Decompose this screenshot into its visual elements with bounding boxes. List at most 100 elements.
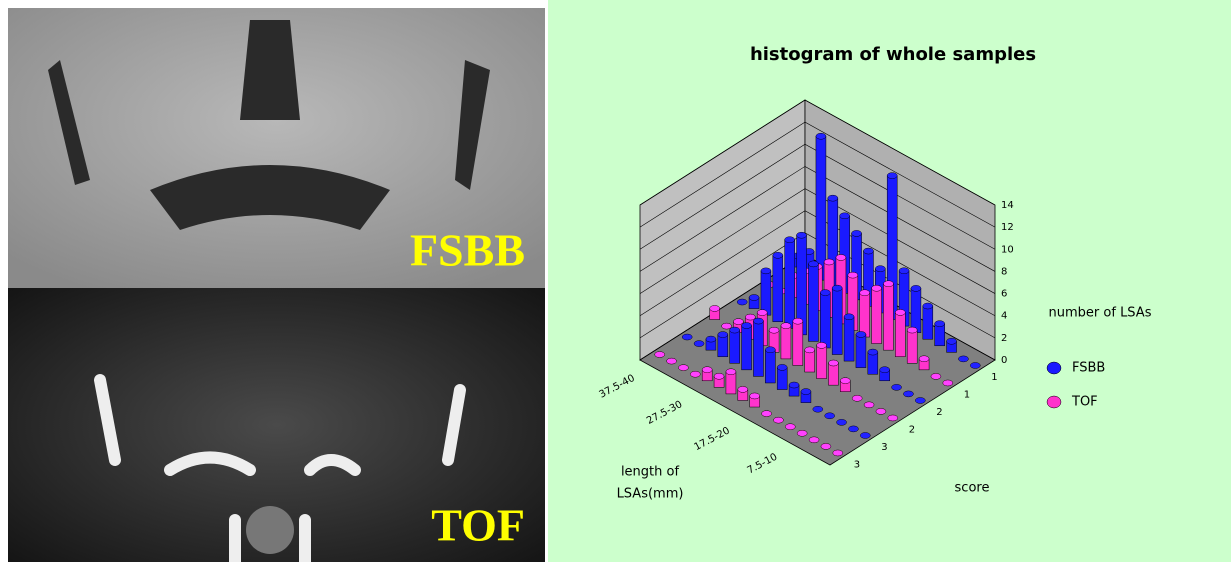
chart-title: histogram of whole samples xyxy=(750,44,1036,65)
bar xyxy=(872,285,882,343)
bar-top xyxy=(923,303,933,309)
bar xyxy=(714,373,724,387)
bar xyxy=(820,290,830,348)
bar xyxy=(880,367,890,381)
z-tick-label: 3 xyxy=(881,442,887,453)
bar-top xyxy=(860,432,870,438)
bar xyxy=(781,323,791,359)
bar xyxy=(789,382,799,396)
bar xyxy=(883,281,893,350)
bar-top xyxy=(943,380,953,386)
bar-top xyxy=(919,356,929,362)
bar xyxy=(773,417,783,423)
bar-body xyxy=(816,136,826,280)
bar-top xyxy=(947,338,957,344)
bar-body xyxy=(895,312,905,356)
bar-top xyxy=(840,213,850,219)
bar-top xyxy=(863,248,873,254)
bar xyxy=(840,378,850,392)
bar xyxy=(833,450,843,456)
z-tick-label: 1 xyxy=(964,389,970,400)
bar-top xyxy=(911,285,921,291)
bar-top xyxy=(876,408,886,414)
bar-top xyxy=(785,237,795,243)
bar-top xyxy=(730,327,740,333)
bar xyxy=(935,321,945,346)
bar-top xyxy=(864,402,874,408)
bar-top xyxy=(875,266,885,272)
bar-top xyxy=(745,314,755,320)
bar xyxy=(915,397,925,403)
bar xyxy=(943,380,953,386)
bar-body xyxy=(935,324,945,346)
tof-brainstem xyxy=(246,506,294,554)
image-label: TOF xyxy=(431,500,525,551)
bar-top xyxy=(931,373,941,379)
bar-top xyxy=(757,310,767,316)
bar-top xyxy=(915,397,925,403)
bar-top xyxy=(868,349,878,355)
bar-body xyxy=(765,350,775,383)
bar-top xyxy=(793,318,803,324)
y-tick-label: 8 xyxy=(1001,266,1007,277)
bar-body xyxy=(777,367,787,389)
bar xyxy=(702,367,712,381)
bar-top xyxy=(781,323,791,329)
bar-top xyxy=(935,321,945,327)
bar-top xyxy=(832,285,842,291)
bar-top xyxy=(737,299,747,305)
bar-top xyxy=(694,341,704,347)
bar-body xyxy=(923,306,933,339)
bar-body xyxy=(726,372,736,394)
bar-top xyxy=(970,362,980,368)
bar-top xyxy=(825,413,835,419)
bar xyxy=(958,356,968,362)
bar-top xyxy=(836,254,846,260)
bar-top xyxy=(860,290,870,296)
bar xyxy=(923,303,933,339)
bar xyxy=(947,338,957,352)
bar-body xyxy=(773,255,783,321)
bar-top xyxy=(828,195,838,201)
bar xyxy=(828,360,838,385)
bar-top xyxy=(718,332,728,338)
bar-top xyxy=(848,426,858,432)
bar xyxy=(931,373,941,379)
bar xyxy=(710,305,720,319)
bar-top xyxy=(690,371,700,377)
bar-body xyxy=(832,288,842,354)
bar-top xyxy=(678,365,688,371)
z-tick-label: 1 xyxy=(991,372,997,383)
bar-body xyxy=(785,240,795,329)
bar-top xyxy=(872,285,882,291)
bar-top xyxy=(887,173,897,179)
bar xyxy=(860,432,870,438)
bar xyxy=(852,395,862,401)
bar-top xyxy=(817,342,827,348)
bar xyxy=(722,323,732,329)
bar-body xyxy=(793,321,803,365)
bar-top xyxy=(738,386,748,392)
bar xyxy=(892,384,902,390)
bar-top xyxy=(773,417,783,423)
legend-label: FSBB xyxy=(1072,361,1105,376)
bar-top xyxy=(733,319,743,325)
bar xyxy=(801,389,811,403)
bar xyxy=(765,347,775,383)
bar-body xyxy=(730,330,740,363)
bar-top xyxy=(837,419,847,425)
image-label: FSBB xyxy=(410,225,525,276)
bar xyxy=(903,391,913,397)
legend-marker xyxy=(1047,396,1061,408)
bar-top xyxy=(702,367,712,373)
bar-top xyxy=(722,323,732,329)
bar-top xyxy=(785,424,795,430)
bar-top xyxy=(777,364,787,370)
bar xyxy=(761,268,771,315)
bar xyxy=(919,356,929,370)
figure: FSBB TOF histogram of whole samples numb… xyxy=(0,0,1231,562)
bar xyxy=(706,336,716,350)
bar xyxy=(667,358,677,364)
bar-body xyxy=(868,352,878,374)
bar-top xyxy=(797,232,807,238)
